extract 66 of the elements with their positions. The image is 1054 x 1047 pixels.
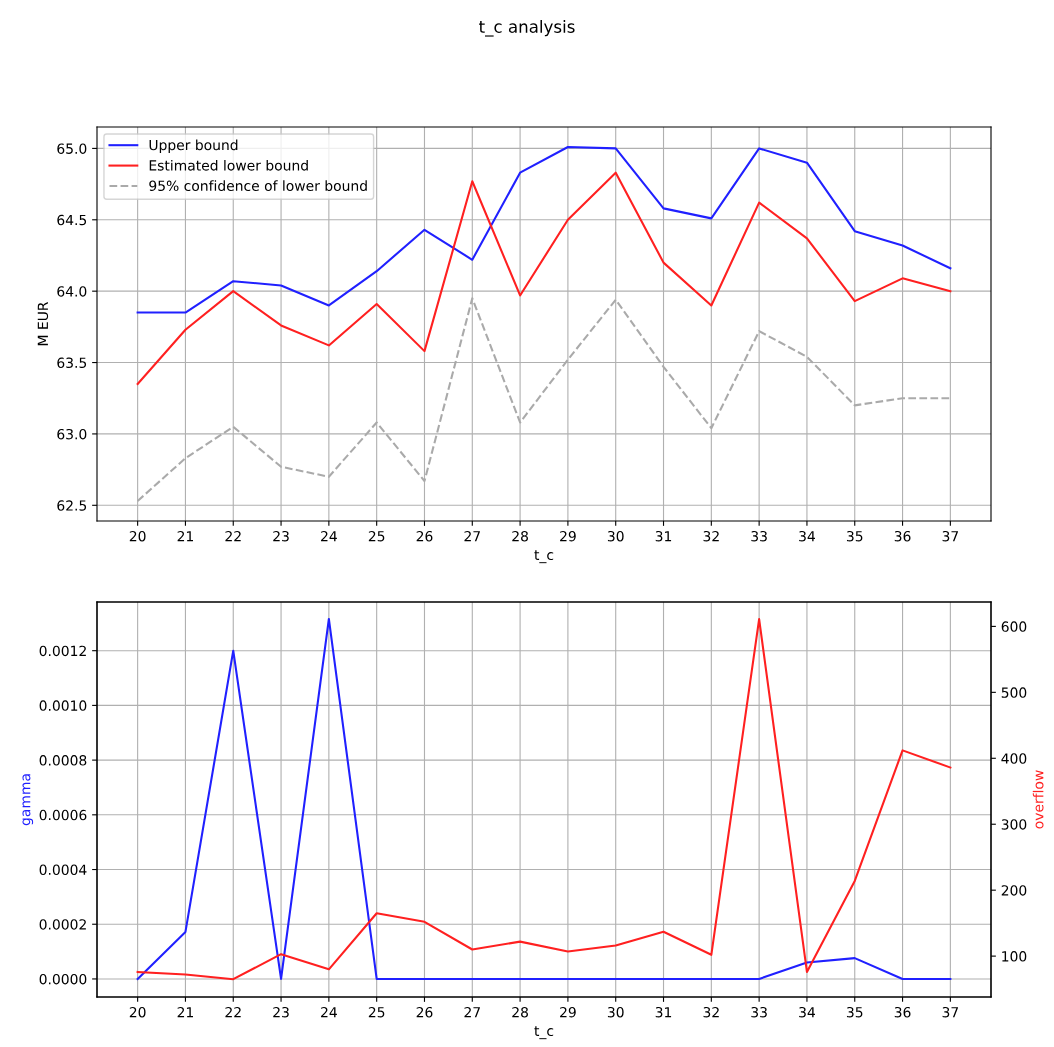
chart-title: t_c analysis: [479, 20, 575, 37]
x-tick-label: 37: [942, 530, 959, 542]
x-tick-label: 21: [177, 530, 193, 542]
x-tick-label: 23: [273, 1006, 289, 1018]
x-tick-label: 22: [225, 1006, 241, 1018]
x-tick-label: 35: [846, 530, 863, 542]
x-tick-label: 20: [129, 1006, 146, 1018]
x-tick-label: 21: [177, 1006, 193, 1018]
x-tick-label: 23: [273, 530, 289, 542]
y-tick-label: 63.5: [57, 357, 87, 369]
y2-tick-label: 500: [1001, 687, 1027, 698]
x-tick-label: 37: [942, 1006, 959, 1018]
x-tick-label: 31: [655, 530, 672, 542]
legend-label: 95% confidence of lower bound: [149, 180, 367, 192]
x-tick-label: 29: [560, 1006, 576, 1018]
legend-label: Upper bound: [149, 139, 238, 153]
x-axis-title: t_c: [534, 550, 554, 564]
legend-label: Estimated lower bound: [149, 159, 308, 171]
y-tick-label: 0.0010: [39, 700, 87, 711]
y-tick-label: 64.5: [57, 214, 87, 226]
x-tick-label: 22: [225, 530, 241, 542]
y-tick-label: 0.0006: [39, 809, 87, 821]
y-tick-label: 63.0: [57, 428, 87, 440]
y-tick-label: 62.5: [57, 500, 87, 511]
y2-tick-label: 300: [1001, 819, 1027, 830]
y-tick-label: 0.0000: [39, 973, 87, 985]
x-tick-label: 26: [416, 530, 433, 542]
x-tick-label: 25: [368, 1006, 385, 1018]
y-axis-title: gamma: [22, 774, 34, 826]
x-tick-label: 34: [799, 1006, 815, 1018]
x-tick-label: 27: [464, 1006, 480, 1018]
y-tick-label: 0.0008: [39, 755, 87, 766]
y2-tick-label: 100: [1002, 951, 1027, 962]
x-tick-label: 28: [512, 530, 528, 542]
x-tick-label: 33: [751, 530, 767, 542]
line-series: [136, 617, 952, 980]
x-tick-label: 33: [751, 1006, 767, 1018]
x-tick-label: 29: [560, 530, 576, 542]
y-tick-label: 0.0012: [39, 645, 86, 657]
y-tick-label: 0.0004: [39, 864, 87, 875]
y-axis-title: M EUR: [37, 301, 49, 346]
line-series: [136, 171, 952, 385]
x-tick-label: 24: [321, 1006, 337, 1018]
x-tick-label: 24: [321, 530, 337, 542]
x-tick-label: 28: [512, 1006, 528, 1018]
x-tick-label: 32: [703, 1006, 719, 1018]
x-tick-label: 26: [416, 1006, 433, 1018]
x-tick-label: 30: [607, 1006, 624, 1018]
x-tick-label: 20: [129, 530, 146, 542]
y-tick-label: 0.0002: [39, 919, 86, 930]
y2-tick-label: 600: [1001, 621, 1027, 632]
x-tick-label: 32: [703, 530, 719, 542]
y2-axis-title: overflow: [1032, 770, 1044, 829]
x-tick-label: 34: [799, 530, 815, 542]
y2-tick-label: 200: [1001, 885, 1027, 896]
x-tick-label: 35: [846, 1006, 863, 1018]
x-tick-label: 27: [464, 530, 480, 542]
x-tick-label: 36: [894, 530, 911, 542]
y2-tick-label: 400: [1001, 753, 1027, 764]
x-tick-label: 25: [368, 530, 385, 542]
x-tick-label: 31: [655, 1006, 672, 1018]
x-axis-title: t_c: [534, 1026, 554, 1040]
x-tick-label: 36: [894, 1006, 911, 1018]
x-tick-label: 30: [607, 530, 624, 542]
y-tick-label: 65.0: [57, 143, 87, 154]
y-tick-label: 64.0: [57, 286, 87, 297]
